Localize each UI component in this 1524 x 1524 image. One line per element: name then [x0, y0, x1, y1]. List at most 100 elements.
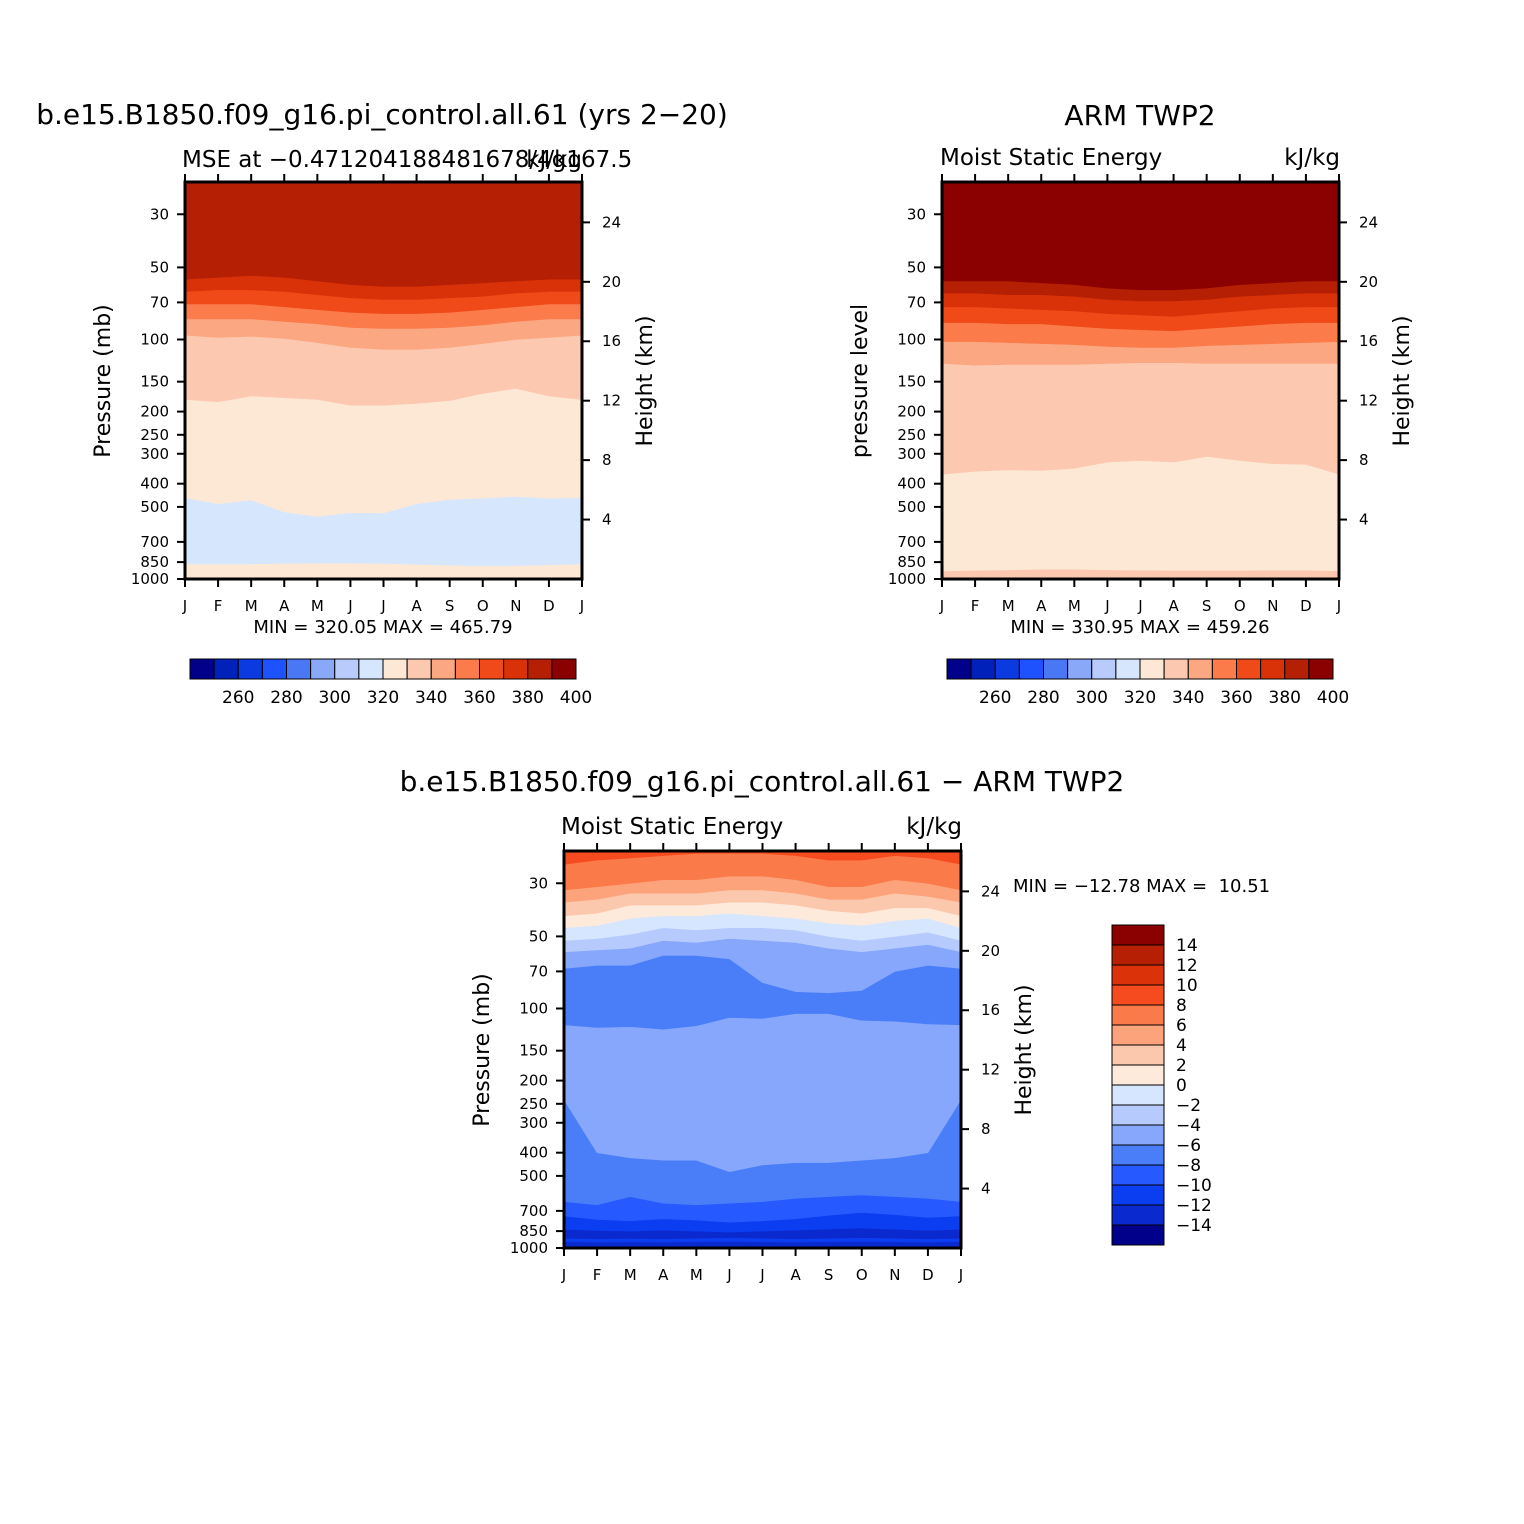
x-tick-label: S: [824, 1266, 834, 1284]
colorbar-swatch: [1111, 1064, 1165, 1086]
panel-model-subtitle-left: MSE at −0.471204188481678/4g167.5: [182, 147, 632, 173]
colorbar-swatch: [1111, 1204, 1165, 1226]
y-tick-label: 200: [140, 403, 169, 421]
x-tick-label: J: [380, 597, 385, 615]
colorbar-swatch: [1260, 658, 1286, 680]
panel-diff: b.e15.B1850.f09_g16.pi_control.all.61 − …: [400, 765, 1271, 1284]
x-tick-label: J: [182, 597, 187, 615]
y2-tick-label: 24: [1359, 213, 1378, 231]
y-tick-label: 1000: [888, 570, 926, 588]
colorbar-label: −10: [1176, 1176, 1212, 1196]
panel-model-y2-axis-label: Height (km): [633, 315, 658, 446]
panel-obs-title: ARM TWP2: [1064, 99, 1215, 132]
colorbar-swatch: [503, 658, 529, 680]
colorbar-label: 400: [560, 688, 592, 708]
x-tick-label: O: [856, 1266, 868, 1284]
y-tick-label: 250: [140, 426, 169, 444]
colorbar-swatch: [430, 658, 456, 680]
y2-tick-label: 12: [1359, 392, 1378, 410]
colorbar-swatch: [1111, 984, 1165, 1006]
contour-band: [563, 1013, 962, 1173]
y-tick-label: 300: [140, 445, 169, 463]
colorbar-label: 2: [1176, 1056, 1187, 1076]
colorbar-swatch: [1111, 1104, 1165, 1126]
colorbar-swatch: [1067, 658, 1093, 680]
x-tick-label: F: [214, 597, 223, 615]
colorbar-label: 340: [1172, 688, 1204, 708]
colorbar-swatch: [1111, 944, 1165, 966]
colorbar-swatch: [1139, 658, 1165, 680]
colorbar-swatch: [946, 658, 972, 680]
y-tick-label: 500: [519, 1167, 548, 1185]
y-tick-label: 1000: [510, 1239, 548, 1257]
x-tick-label: N: [889, 1266, 900, 1284]
colorbar-swatch: [1111, 1124, 1165, 1146]
colorbar-label: 300: [1076, 688, 1108, 708]
y-tick-label: 150: [140, 373, 169, 391]
x-tick-label: O: [1234, 597, 1246, 615]
panel-diff-y-axis-label: Pressure (mb): [470, 973, 495, 1127]
x-tick-label: J: [958, 1266, 963, 1284]
panel-model-y-axis-label: Pressure (mb): [91, 304, 116, 458]
colorbar-swatch: [189, 658, 215, 680]
contour-band: [941, 362, 1340, 475]
panel-diff-min-max: MIN = −12.78 MAX = 10.51: [1013, 876, 1270, 897]
y-tick-label: 150: [519, 1042, 548, 1060]
colorbar-label: −12: [1176, 1196, 1212, 1216]
y-tick-label: 300: [897, 445, 926, 463]
y2-tick-label: 8: [1359, 451, 1369, 469]
x-tick-label: M: [245, 597, 258, 615]
y2-tick-label: 4: [602, 511, 612, 529]
colorbar-label: 380: [512, 688, 544, 708]
x-tick-label: J: [347, 597, 352, 615]
x-tick-label: D: [543, 597, 555, 615]
x-tick-label: S: [445, 597, 455, 615]
y-tick-label: 850: [519, 1222, 548, 1240]
colorbar-label: 280: [270, 688, 302, 708]
y-tick-label: 850: [897, 553, 926, 571]
x-tick-label: J: [939, 597, 944, 615]
colorbar-swatch: [1043, 658, 1069, 680]
colorbar-label: 4: [1176, 1036, 1187, 1056]
x-tick-label: M: [1002, 597, 1015, 615]
y-tick-label: 200: [897, 403, 926, 421]
y-tick-label: 100: [519, 999, 548, 1017]
x-tick-label: A: [1036, 597, 1047, 615]
y-tick-label: 100: [140, 330, 169, 348]
y2-tick-label: 12: [981, 1061, 1000, 1079]
colorbar-swatch: [334, 658, 360, 680]
colorbar-label: 380: [1269, 688, 1301, 708]
colorbar-swatch: [1111, 1024, 1165, 1046]
colorbar-label: 10: [1176, 976, 1198, 996]
colorbar-label: 280: [1027, 688, 1059, 708]
x-tick-label: J: [726, 1266, 731, 1284]
x-tick-label: D: [1300, 597, 1312, 615]
colorbar-label: 360: [1220, 688, 1252, 708]
colorbar-swatch: [1111, 1004, 1165, 1026]
y-tick-label: 700: [140, 533, 169, 551]
panel-model-contour-plot: [184, 181, 583, 580]
colorbar-label: 400: [1317, 688, 1349, 708]
colorbar-swatch: [551, 658, 577, 680]
panel-model: b.e15.B1850.f09_g16.pi_control.all.61 (y…: [36, 98, 728, 708]
y2-tick-label: 16: [981, 1001, 1000, 1019]
colorbar-label: −8: [1176, 1156, 1201, 1176]
colorbar-swatch: [1111, 1224, 1165, 1246]
colorbar-label: 14: [1176, 936, 1198, 956]
y2-tick-label: 8: [981, 1120, 991, 1138]
y-tick-label: 850: [140, 553, 169, 571]
y-tick-label: 200: [519, 1072, 548, 1090]
y-tick-label: 70: [907, 293, 926, 311]
y-tick-label: 70: [529, 962, 548, 980]
panel-obs-y-axis-label: pressure level: [848, 304, 873, 458]
colorbar-swatch: [237, 658, 263, 680]
y2-tick-label: 24: [602, 213, 621, 231]
y2-tick-label: 4: [981, 1180, 991, 1198]
y-tick-label: 700: [897, 533, 926, 551]
y-tick-label: 30: [907, 205, 926, 223]
colorbar-swatch: [382, 658, 408, 680]
